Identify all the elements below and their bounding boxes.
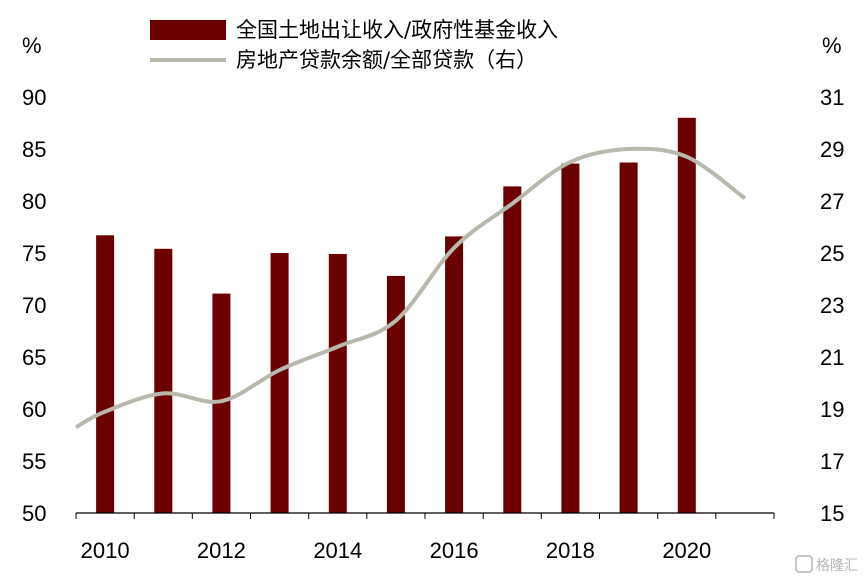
right-tick-label: 19 (820, 397, 844, 422)
x-tick-label: 2012 (197, 538, 246, 563)
x-axis-ticks: 2010 2012 2014 2016 2018 2020 (75, 513, 775, 563)
bar-2018 (561, 163, 580, 513)
bar-2017 (503, 186, 522, 513)
watermark: 格隆汇 (795, 555, 858, 574)
line-path (75, 146, 747, 429)
left-tick-label: 70 (22, 293, 46, 318)
x-tick-label: 2018 (546, 538, 595, 563)
bar-2015 (386, 275, 405, 513)
right-tick-label: 31 (820, 85, 844, 110)
left-tick-label: 85 (22, 137, 46, 162)
right-axis-unit: % (822, 33, 842, 58)
right-tick-label: 21 (820, 345, 844, 370)
left-tick-label: 80 (22, 189, 46, 214)
left-tick-label: 65 (22, 345, 46, 370)
right-tick-label: 27 (820, 189, 844, 214)
right-axis-ticks: 31 29 27 25 23 21 19 17 15 (820, 85, 844, 526)
left-tick-label: 60 (22, 397, 46, 422)
right-tick-label: 17 (820, 449, 844, 474)
x-tick-label: 2010 (81, 538, 130, 563)
bar-2014 (328, 254, 347, 513)
left-tick-label: 90 (22, 85, 46, 110)
legend-label-bar: 全国土地出让收入/政府性基金收入 (236, 18, 558, 42)
right-tick-label: 23 (820, 293, 844, 318)
left-axis-ticks: 90 85 80 75 70 65 60 55 50 (22, 85, 46, 526)
bar-2010 (96, 235, 115, 514)
left-tick-label: 50 (22, 501, 46, 526)
left-tick-label: 75 (22, 241, 46, 266)
x-tick-label: 2020 (662, 538, 711, 563)
legend-label-line: 房地产贷款余额/全部贷款（右） (236, 48, 537, 72)
bar-series (96, 117, 696, 514)
x-tick-label: 2016 (430, 538, 479, 563)
bar-2020 (677, 117, 696, 514)
line-series (75, 146, 747, 429)
bar-2011 (154, 248, 173, 514)
bar-2013 (270, 253, 289, 513)
x-tick-label: 2014 (313, 538, 362, 563)
legend: 全国土地出让收入/政府性基金收入 房地产贷款余额/全部贷款（右） (150, 18, 558, 72)
watermark-text: 格隆汇 (816, 558, 858, 574)
g-logo-icon (795, 555, 813, 573)
bar-2019 (619, 162, 638, 513)
right-tick-label: 25 (820, 241, 844, 266)
bar-2012 (212, 293, 231, 513)
bar-2016 (445, 236, 464, 513)
right-tick-label: 15 (820, 501, 844, 526)
left-tick-label: 55 (22, 449, 46, 474)
left-axis-unit: % (22, 33, 42, 58)
legend-swatch-bar (150, 20, 226, 40)
right-tick-label: 29 (820, 137, 844, 162)
